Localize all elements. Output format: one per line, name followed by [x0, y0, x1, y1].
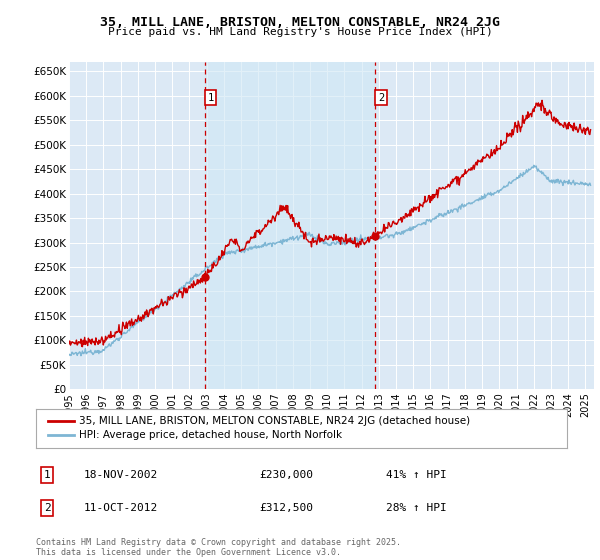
Text: 35, MILL LANE, BRISTON, MELTON CONSTABLE, NR24 2JG: 35, MILL LANE, BRISTON, MELTON CONSTABLE…	[100, 16, 500, 29]
Text: 2: 2	[378, 92, 384, 102]
Text: £312,500: £312,500	[259, 503, 313, 513]
Legend: 35, MILL LANE, BRISTON, MELTON CONSTABLE, NR24 2JG (detached house), HPI: Averag: 35, MILL LANE, BRISTON, MELTON CONSTABLE…	[44, 412, 475, 445]
Text: 18-NOV-2002: 18-NOV-2002	[84, 470, 158, 480]
Text: 28% ↑ HPI: 28% ↑ HPI	[386, 503, 447, 513]
Text: 2: 2	[44, 503, 51, 513]
Text: 41% ↑ HPI: 41% ↑ HPI	[386, 470, 447, 480]
Text: 11-OCT-2012: 11-OCT-2012	[84, 503, 158, 513]
Text: 1: 1	[207, 92, 214, 102]
Text: £230,000: £230,000	[259, 470, 313, 480]
Text: Price paid vs. HM Land Registry's House Price Index (HPI): Price paid vs. HM Land Registry's House …	[107, 27, 493, 37]
Text: 1: 1	[44, 470, 51, 480]
Text: Contains HM Land Registry data © Crown copyright and database right 2025.
This d: Contains HM Land Registry data © Crown c…	[36, 538, 401, 557]
Bar	[205, 62, 375, 389]
